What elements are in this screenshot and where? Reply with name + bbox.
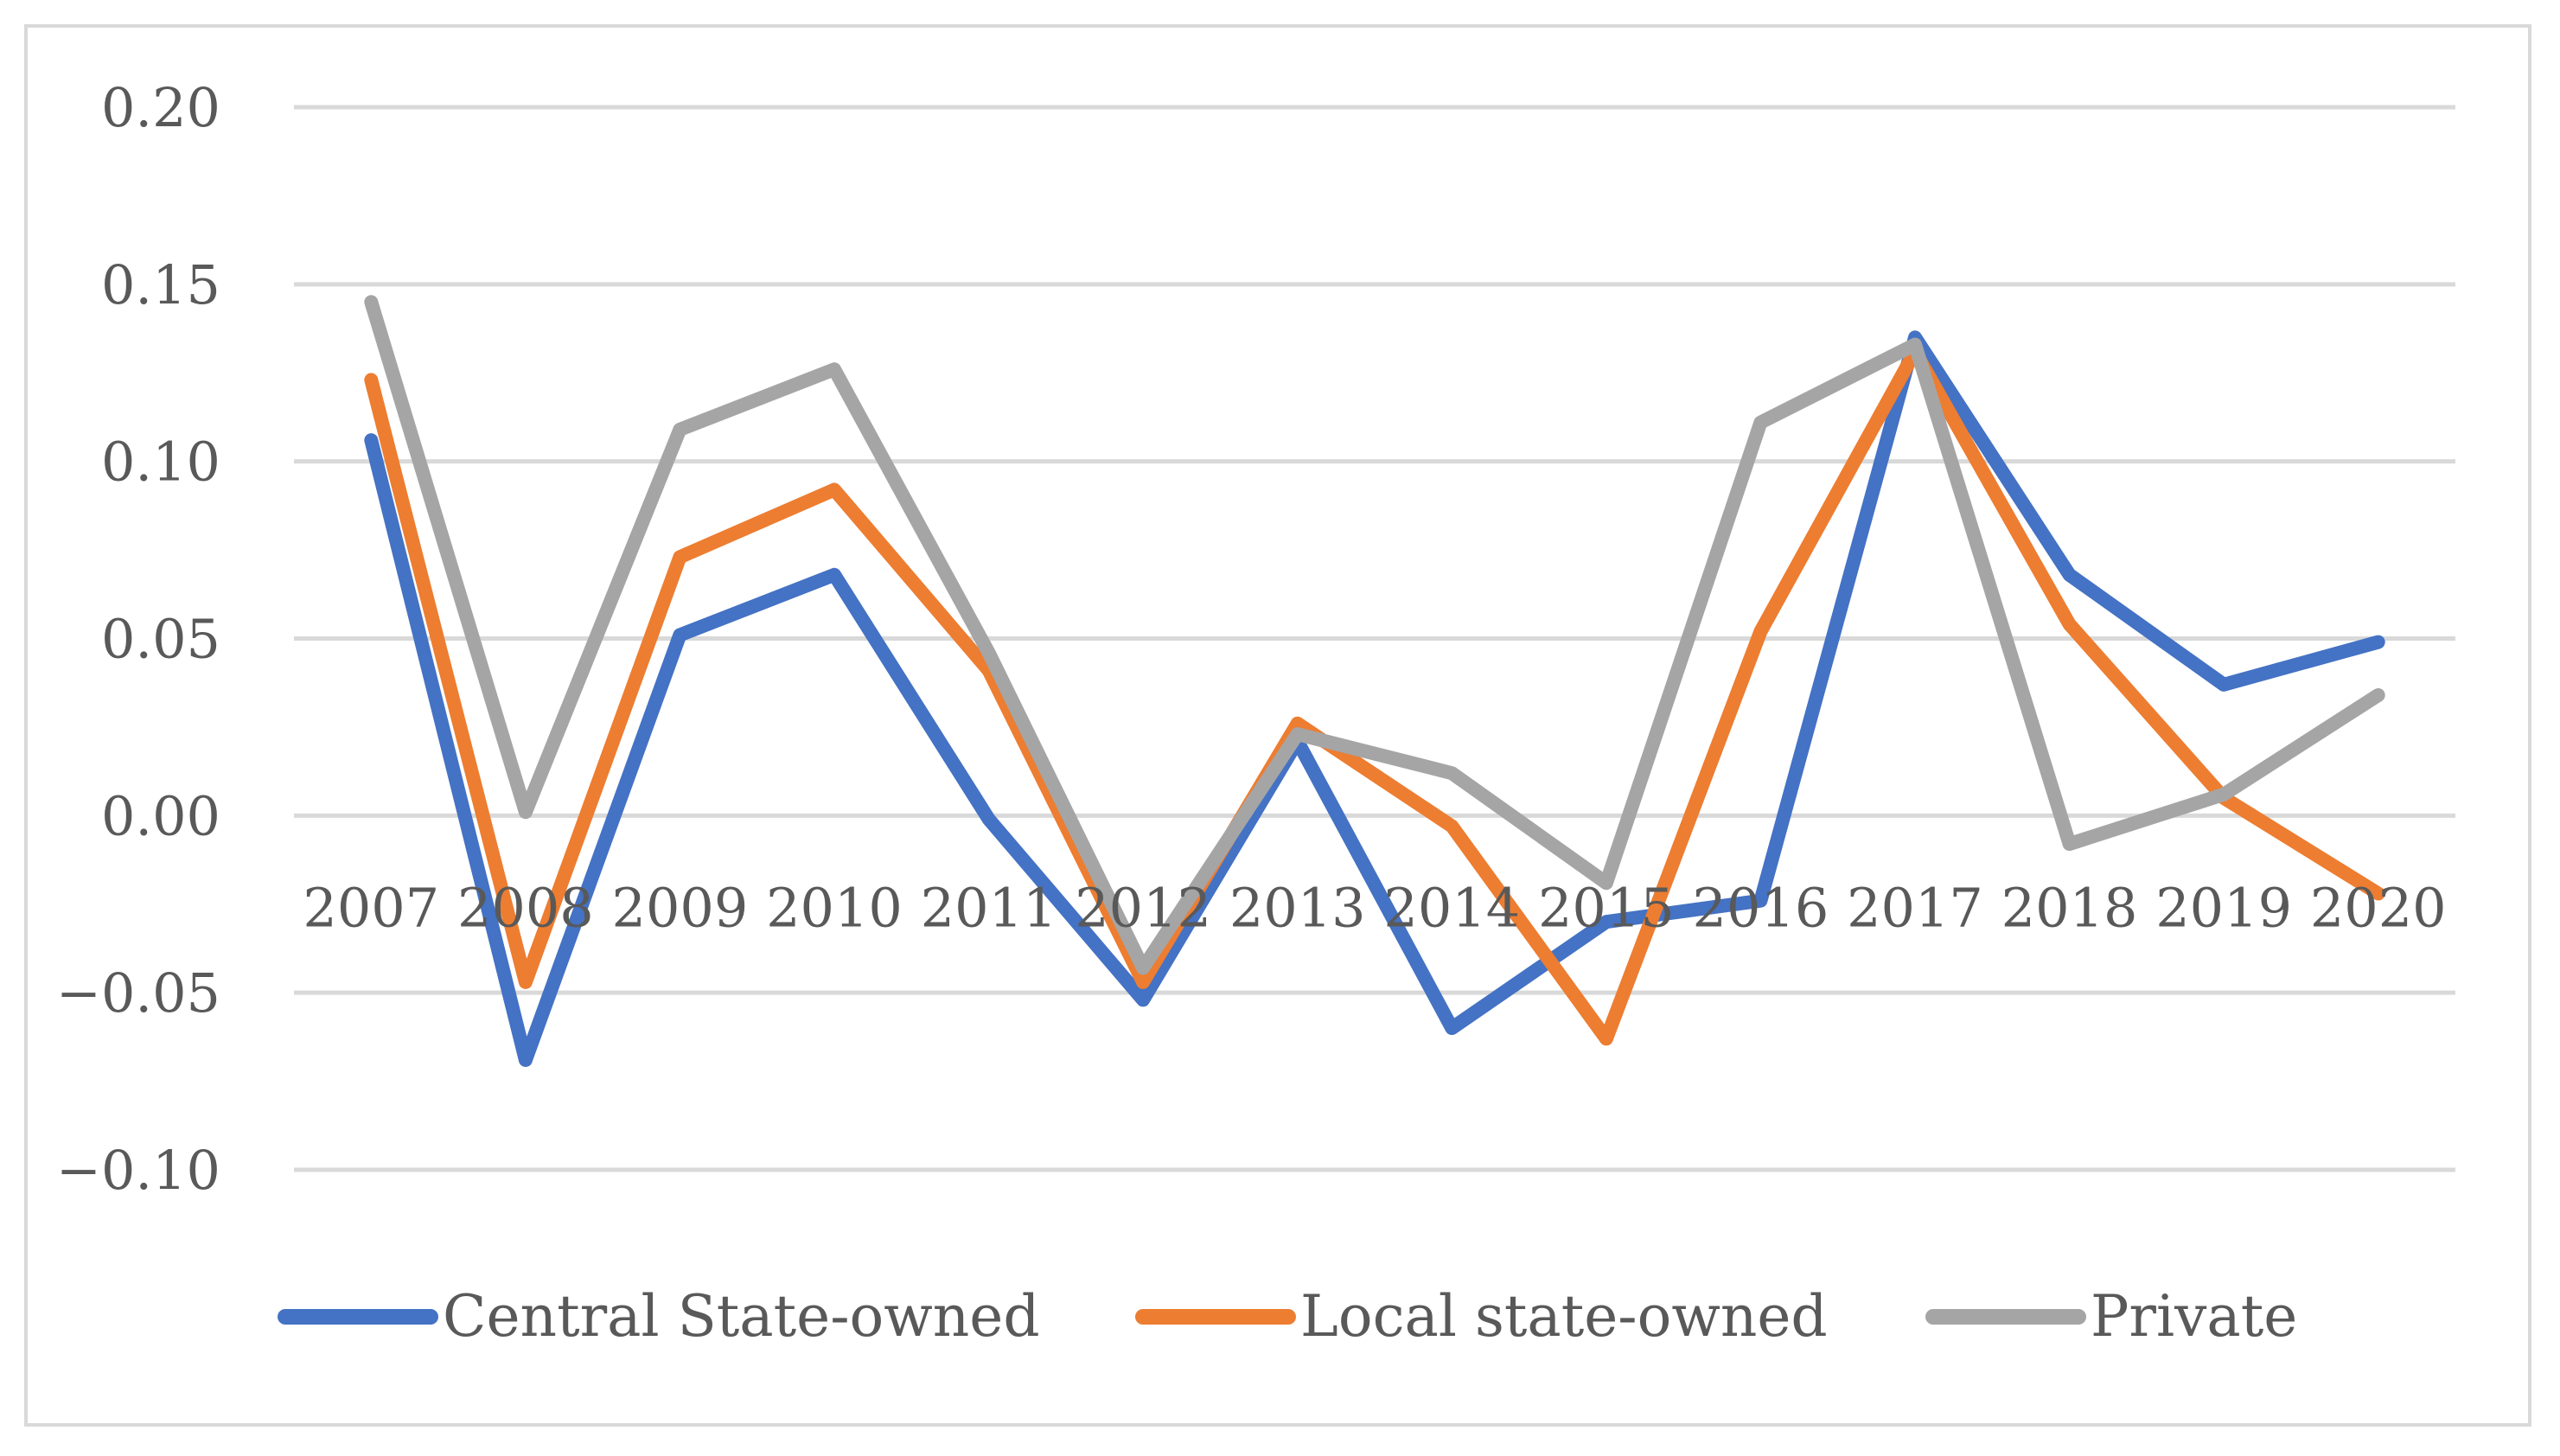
- series-lines: [364, 295, 2385, 1067]
- y-tick-label: −0.05: [56, 961, 220, 1025]
- x-tick-label: 2009: [612, 876, 749, 939]
- x-tick-label: 2011: [921, 876, 1057, 939]
- x-tick-label: 2007: [303, 876, 439, 939]
- y-tick-label: 0.10: [101, 431, 220, 494]
- y-tick-label: 0.15: [101, 253, 220, 316]
- x-tick-label: 2013: [1229, 876, 1366, 939]
- y-tick-label: −0.10: [56, 1139, 220, 1202]
- x-tick-label: 2008: [457, 876, 594, 939]
- legend-label: Private: [2091, 1283, 2297, 1350]
- x-tick-label: 2015: [1538, 876, 1675, 939]
- series-line-private: [364, 295, 2385, 975]
- series-line-central-state-owned: [364, 330, 2385, 1067]
- x-tick-label: 2016: [1693, 876, 1829, 939]
- x-tick-label: 2014: [1383, 876, 1520, 939]
- gridlines: [294, 105, 2455, 1172]
- y-tick-label: 0.20: [101, 76, 220, 139]
- x-tick-label: 2019: [2155, 876, 2292, 939]
- legend-label: Central State-owned: [443, 1283, 1040, 1350]
- legend-label: Local state-owned: [1300, 1283, 1828, 1350]
- x-axis-ticks: 2007 2008 2009 2010 2011 2012 2013 2014 2015 2016…: [303, 876, 2446, 939]
- x-tick-label: 2010: [766, 876, 903, 939]
- y-tick-label: 0.00: [101, 784, 220, 847]
- x-tick-label: 2020: [2310, 876, 2447, 939]
- series-line-local-state-owned: [364, 344, 2385, 1046]
- x-tick-label: 2012: [1075, 876, 1211, 939]
- legend: Central State-owned Local state-owned Priv…: [278, 1283, 2297, 1350]
- x-tick-label: 2017: [1847, 876, 1983, 939]
- y-tick-label: 0.05: [101, 608, 220, 671]
- y-axis-ticks: 0.20 0.15 0.10 0.05 0.00 −0.05 −0.10: [56, 76, 220, 1202]
- x-tick-label: 2018: [2001, 876, 2138, 939]
